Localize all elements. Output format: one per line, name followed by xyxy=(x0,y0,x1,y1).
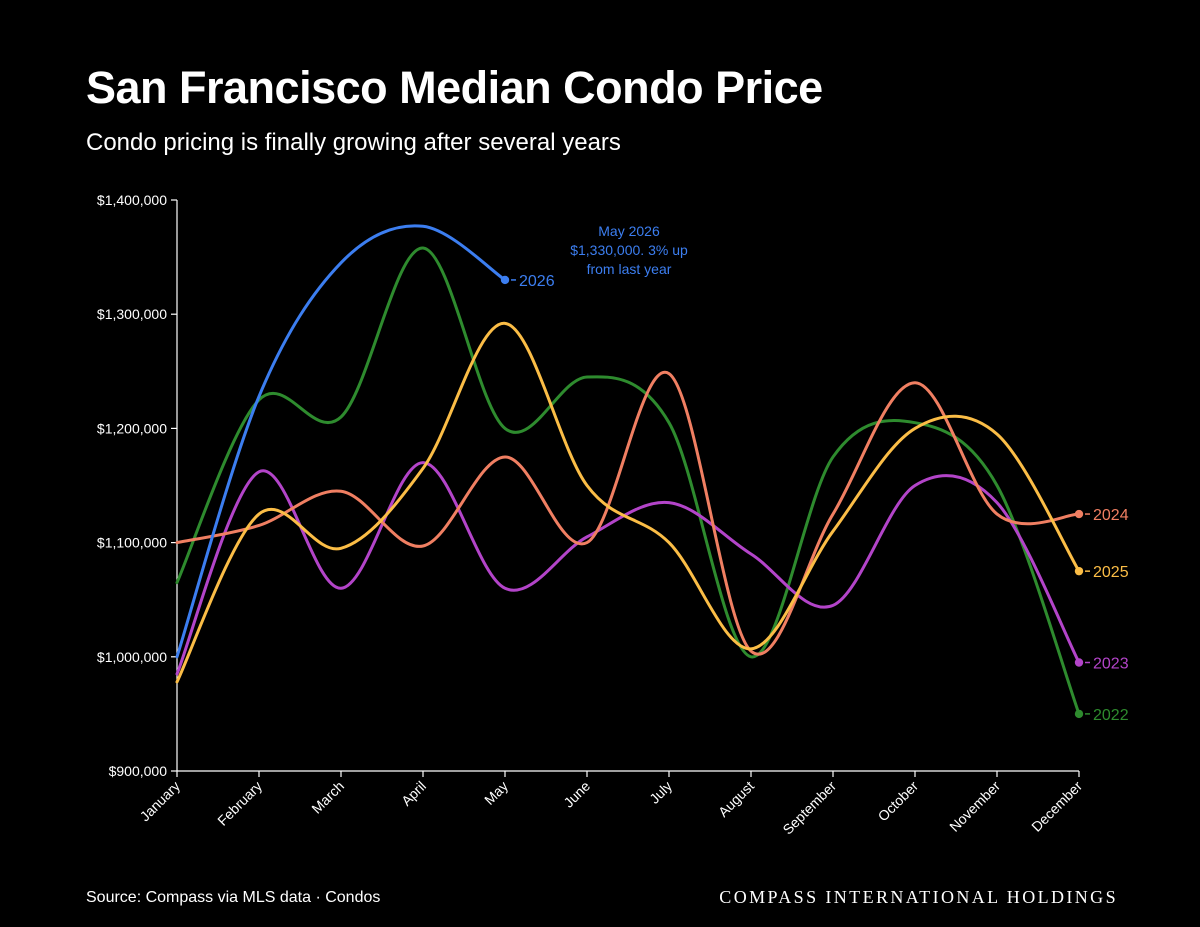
brand-logo: COMPASS INTERNATIONAL HOLDINGS xyxy=(719,887,1118,907)
x-tick-label: January xyxy=(137,778,184,825)
series-end-marker-2024 xyxy=(1074,509,1084,519)
y-tick-label: $900,000 xyxy=(109,763,168,779)
series-line-2023 xyxy=(175,461,1081,676)
series-end-marker-2022 xyxy=(1074,709,1084,719)
chart-title: San Francisco Median Condo Price xyxy=(86,62,823,113)
series-line-2024 xyxy=(175,370,1081,656)
series-label-2024: 2024 xyxy=(1093,507,1129,524)
x-tick-label: February xyxy=(214,778,265,829)
annotation-line: from last year xyxy=(587,261,672,277)
series-line-2026 xyxy=(175,224,507,659)
y-tick-label: $1,300,000 xyxy=(97,306,167,322)
series-end-marker-2025 xyxy=(1074,566,1084,576)
x-tick-label: December xyxy=(1028,778,1085,835)
annotation-line: May 2026 xyxy=(598,223,660,239)
y-tick-label: $1,100,000 xyxy=(97,535,167,551)
source-note: Source: Compass via MLS data · Condos xyxy=(86,889,381,906)
y-tick-label: $1,400,000 xyxy=(97,192,167,208)
series-label-2022: 2022 xyxy=(1093,707,1129,724)
x-tick-label: July xyxy=(646,778,675,807)
series-label-2026: 2026 xyxy=(519,273,555,290)
series-end-marker-2023 xyxy=(1074,658,1084,667)
x-tick-label: March xyxy=(308,778,347,817)
y-tick-label: $1,200,000 xyxy=(97,420,167,436)
chart-subtitle: Condo pricing is finally growing after s… xyxy=(86,129,621,156)
series-label-2025: 2025 xyxy=(1093,564,1129,581)
y-tick-label: $1,000,000 xyxy=(97,649,167,665)
series-line-2025 xyxy=(175,321,1081,684)
annotation-line: $1,330,000. 3% up xyxy=(570,242,688,258)
x-tick-label: November xyxy=(946,778,1003,835)
x-tick-label: April xyxy=(398,778,429,809)
series-line-2022 xyxy=(175,246,1081,716)
series-end-marker-2026 xyxy=(500,275,510,285)
x-tick-label: September xyxy=(779,778,839,838)
x-tick-label: May xyxy=(481,778,511,808)
x-tick-label: June xyxy=(560,778,593,811)
x-tick-label: August xyxy=(715,778,757,820)
series-label-2023: 2023 xyxy=(1093,656,1129,673)
x-tick-label: October xyxy=(875,778,922,825)
